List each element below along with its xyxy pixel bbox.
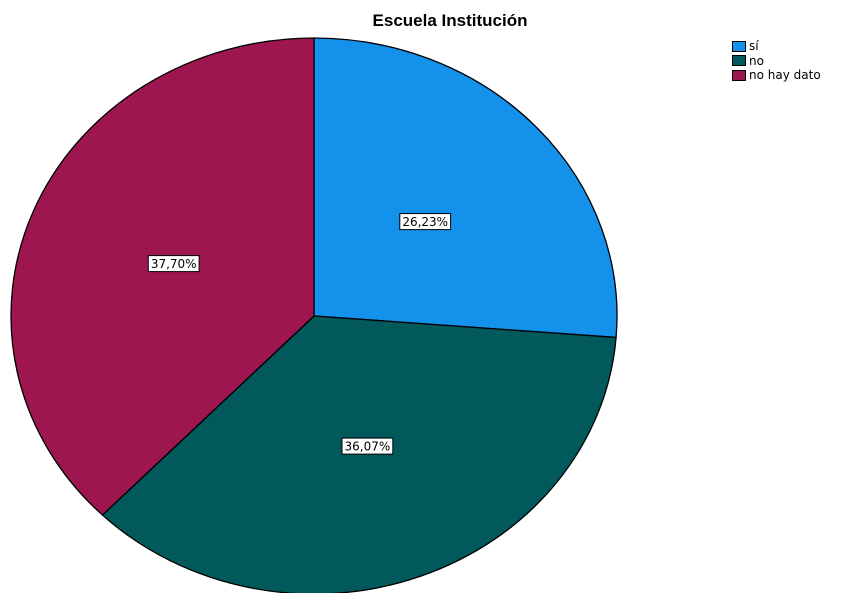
data-label-no-hay-dato: 37,70% [147,255,200,273]
legend-swatch-si [732,40,746,52]
legend-item-no-hay-dato: no hay dato [732,68,821,83]
pie-slice-no-hay-dato [10,37,315,516]
legend-label-no: no [749,53,764,68]
legend-item-no: no [732,54,821,69]
data-label-text-si: 26,23% [402,215,448,229]
legend: sí no no hay dato [732,39,821,83]
data-label-box-no [341,437,394,455]
legend-swatch-no-hay-dato [732,69,746,81]
legend-label-si: sí [749,39,759,54]
legend-item-si: sí [732,39,821,54]
legend-label-no-hay-dato: no hay dato [749,68,821,83]
data-label-no: 36,07% [341,437,394,455]
chart-title: Escuela Institución [372,11,528,30]
data-label-text-no: 36,07% [345,440,391,454]
legend-swatch-no [732,55,746,67]
data-label-si: 26,23% [399,213,452,231]
data-label-box-no-hay-dato [147,255,200,273]
pie-slices [10,37,618,593]
data-label-text-no-hay-dato: 37,70% [151,257,197,271]
data-label-box-si [399,213,452,231]
pie-data-labels: 26,23% 36,07% 37,70% [147,213,452,455]
pie-slice-si [313,37,618,339]
